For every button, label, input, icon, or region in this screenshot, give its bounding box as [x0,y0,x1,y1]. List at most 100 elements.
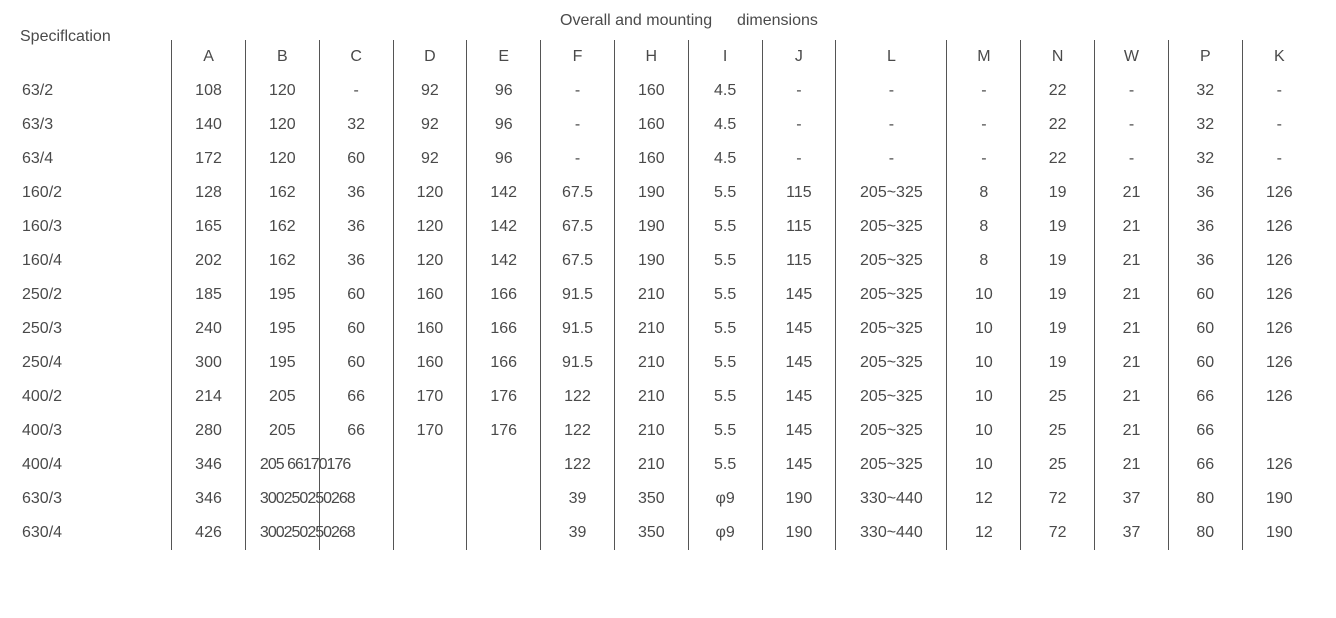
cell-W: - [1095,74,1169,108]
cell-E: 96 [467,74,541,108]
cell-N: 22 [1021,74,1095,108]
cell-F: 91.5 [541,278,615,312]
cell-W: 37 [1095,482,1169,516]
cell-C: 36 [319,176,393,210]
cell-C: 60 [319,278,393,312]
cell-I: 4.5 [688,142,762,176]
cell-F: - [541,142,615,176]
cell-F: 39 [541,516,615,550]
cell-F: 122 [541,414,615,448]
table-row: 250/32401956016016691.52105.5145205~3251… [20,312,1316,346]
cell-K: 126 [1242,244,1316,278]
cell-I: 5.5 [688,312,762,346]
cell-W: - [1095,142,1169,176]
cell-D: 92 [393,74,467,108]
cell-K: 126 [1242,176,1316,210]
cell-K: 190 [1242,516,1316,550]
table-head: A B C D E F H I J L M N W P K [20,40,1316,74]
cell-M: - [947,142,1021,176]
col-N: N [1021,40,1095,74]
cell-K [1242,414,1316,448]
cell-D: 92 [393,142,467,176]
cell-N: 25 [1021,414,1095,448]
cell-K: 126 [1242,346,1316,380]
cell-P: 32 [1168,74,1242,108]
col-P: P [1168,40,1242,74]
cell-I: 4.5 [688,74,762,108]
cell-P: 32 [1168,142,1242,176]
cell-E: 176 [467,380,541,414]
cell-A: 240 [172,312,246,346]
cell-N: 19 [1021,244,1095,278]
cell-B-merged: 300250250268 [245,482,319,516]
cell-J: 115 [762,176,836,210]
cell-E [467,482,541,516]
cell-M: 10 [947,380,1021,414]
table-row: 63/4172120609296-1604.5---22-32- [20,142,1316,176]
table-row: 250/21851956016016691.52105.5145205~3251… [20,278,1316,312]
cell-N: 19 [1021,312,1095,346]
table-row: 400/3280205661701761222105.5145205~32510… [20,414,1316,448]
cell-E: 166 [467,312,541,346]
cell-L: - [836,142,947,176]
cell-C: 36 [319,210,393,244]
cell-N: 19 [1021,176,1095,210]
cell-W: 21 [1095,380,1169,414]
cell-E: 96 [467,108,541,142]
cell-spec: 630/4 [20,516,172,550]
col-A: A [172,40,246,74]
cell-W: 21 [1095,244,1169,278]
cell-I: 5.5 [688,380,762,414]
cell-M: 10 [947,448,1021,482]
col-K: K [1242,40,1316,74]
cell-L: - [836,74,947,108]
cell-C: - [319,74,393,108]
cell-spec: 160/4 [20,244,172,278]
cell-J: 190 [762,516,836,550]
cell-A: 214 [172,380,246,414]
col-E: E [467,40,541,74]
cell-F: - [541,74,615,108]
cell-E: 166 [467,346,541,380]
cell-I: 4.5 [688,108,762,142]
cell-B: 195 [245,278,319,312]
cell-M: - [947,74,1021,108]
cell-C: 66 [319,414,393,448]
cell-B: 162 [245,176,319,210]
cell-W: 21 [1095,176,1169,210]
cell-E [467,516,541,550]
cell-L: 205~325 [836,312,947,346]
cell-spec: 400/3 [20,414,172,448]
cell-N: 72 [1021,482,1095,516]
cell-C: 60 [319,142,393,176]
cell-N: 25 [1021,448,1095,482]
cell-spec: 250/2 [20,278,172,312]
cell-K: - [1242,142,1316,176]
cell-A: 128 [172,176,246,210]
cell-P: 80 [1168,516,1242,550]
cell-I: 5.5 [688,244,762,278]
table-row: 63/3140120329296-1604.5---22-32- [20,108,1316,142]
col-D: D [393,40,467,74]
dimensions-table-container: SpeciflcationOverall and mounting dimens… [20,10,1316,550]
cell-W: 21 [1095,278,1169,312]
table-row: 160/31651623612014267.51905.5115205~3258… [20,210,1316,244]
cell-C: 32 [319,108,393,142]
cell-spec: 63/3 [20,108,172,142]
cell-A: 346 [172,448,246,482]
cell-E: 142 [467,176,541,210]
cell-K: 190 [1242,482,1316,516]
cell-D: 170 [393,380,467,414]
cell-L: 205~325 [836,380,947,414]
cell-B: 120 [245,142,319,176]
cell-D [393,448,467,482]
col-L: L [836,40,947,74]
cell-H: 350 [614,516,688,550]
cell-L: 330~440 [836,516,947,550]
cell-F: 122 [541,380,615,414]
cell-E: 142 [467,210,541,244]
cell-W: 21 [1095,210,1169,244]
cell-I: 5.5 [688,210,762,244]
col-M: M [947,40,1021,74]
cell-H: 210 [614,414,688,448]
